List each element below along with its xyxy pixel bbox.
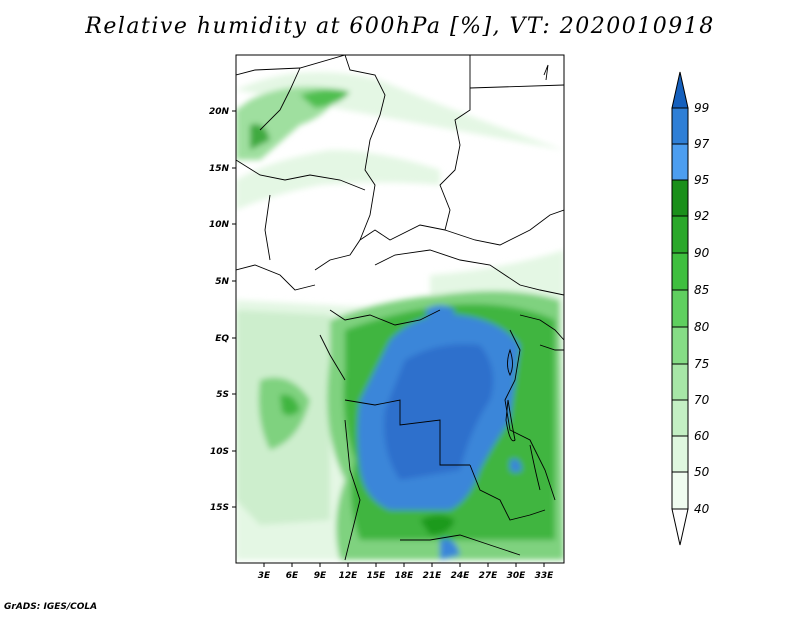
lat-label: 10N xyxy=(209,220,230,230)
colorbar-label: 90 xyxy=(694,246,710,260)
lon-label: 30E xyxy=(507,571,527,581)
lat-label: EQ xyxy=(215,334,229,344)
colorbar-top-arrow xyxy=(671,71,689,109)
longitude-axis xyxy=(263,563,545,567)
lat-label: 5S xyxy=(216,390,229,400)
latitude-axis xyxy=(232,110,236,508)
lon-label: 12E xyxy=(339,571,359,581)
colorbar-label: 95 xyxy=(694,173,709,187)
lat-label: 20N xyxy=(209,107,230,117)
colorbar-segment xyxy=(671,215,689,254)
colorbar-segment xyxy=(671,289,689,328)
colorbar xyxy=(671,71,689,546)
lon-label: 3E xyxy=(258,571,271,581)
map-title: Relative humidity at 600hPa [%], VT: 202… xyxy=(85,14,715,39)
country-borders xyxy=(236,55,564,561)
colorbar-label: 92 xyxy=(694,209,709,223)
colorbar-label: 70 xyxy=(694,393,710,407)
colorbar-label: 97 xyxy=(694,137,710,151)
colorbar-label: 99 xyxy=(694,101,709,115)
colorbar-bottom-arrow xyxy=(671,508,689,546)
lon-label: 15E xyxy=(367,571,387,581)
colorbar-segment xyxy=(671,107,689,145)
colorbar-segment xyxy=(671,471,689,510)
colorbar-segment xyxy=(671,143,689,181)
lon-label: 6E xyxy=(286,571,299,581)
map-panel xyxy=(236,55,564,563)
colorbar-label: 85 xyxy=(694,283,709,297)
colorbar-label: 50 xyxy=(694,465,710,479)
lon-label: 18E xyxy=(395,571,415,581)
colorbar-label: 60 xyxy=(694,429,710,443)
lat-label: 15S xyxy=(210,503,229,513)
colorbar-label: 75 xyxy=(694,357,709,371)
colorbar-segment xyxy=(671,179,689,217)
colorbar-label: 40 xyxy=(694,502,710,516)
lat-label: 15N xyxy=(209,164,230,174)
colorbar-label: 80 xyxy=(694,320,710,334)
lon-label: 21E xyxy=(423,571,443,581)
lon-label: 33E xyxy=(535,571,555,581)
colorbar-segment xyxy=(671,326,689,365)
colorbar-segment xyxy=(671,363,689,401)
lon-label: 27E xyxy=(479,571,499,581)
lat-label: 10S xyxy=(210,447,229,457)
lon-label: 24E xyxy=(451,571,471,581)
colorbar-segment xyxy=(671,252,689,291)
lat-label: 5N xyxy=(215,277,229,287)
colorbar-segment xyxy=(671,435,689,473)
map-frame xyxy=(235,54,565,564)
footer-credit: GrADS: IGES/COLA xyxy=(4,602,98,612)
lon-label: 9E xyxy=(314,571,327,581)
colorbar-segment xyxy=(671,399,689,437)
